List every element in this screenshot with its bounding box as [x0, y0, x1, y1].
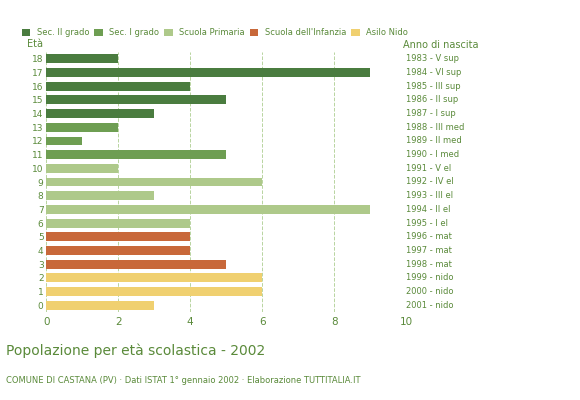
Text: 1984 - VI sup: 1984 - VI sup [406, 68, 461, 77]
Bar [46, 273, 262, 282]
Text: 1990 - I med: 1990 - I med [406, 150, 459, 159]
Bar [46, 260, 226, 268]
Text: COMUNE DI CASTANA (PV) · Dati ISTAT 1° gennaio 2002 · Elaborazione TUTTITALIA.IT: COMUNE DI CASTANA (PV) · Dati ISTAT 1° g… [6, 376, 360, 385]
Bar [46, 82, 190, 91]
Text: 1996 - mat: 1996 - mat [406, 232, 452, 241]
Text: Anno di nascita: Anno di nascita [403, 40, 478, 50]
Text: 1998 - mat: 1998 - mat [406, 260, 452, 269]
Bar [46, 191, 154, 200]
Text: Popolazione per età scolastica - 2002: Popolazione per età scolastica - 2002 [6, 344, 265, 358]
Bar [46, 246, 190, 255]
Text: 1985 - III sup: 1985 - III sup [406, 82, 461, 91]
Text: 1988 - III med: 1988 - III med [406, 123, 465, 132]
Bar [46, 232, 190, 241]
Bar [46, 123, 118, 132]
Text: 1992 - IV el: 1992 - IV el [406, 178, 454, 186]
Text: 2000 - nido: 2000 - nido [406, 287, 454, 296]
Text: Età: Età [27, 39, 43, 49]
Text: 1994 - II el: 1994 - II el [406, 205, 451, 214]
Text: 1993 - III el: 1993 - III el [406, 191, 453, 200]
Text: 1997 - mat: 1997 - mat [406, 246, 452, 255]
Bar [46, 301, 154, 310]
Bar [46, 205, 370, 214]
Text: 1995 - I el: 1995 - I el [406, 218, 448, 228]
Text: 2001 - nido: 2001 - nido [406, 301, 454, 310]
Text: 1989 - II med: 1989 - II med [406, 136, 462, 146]
Bar [46, 287, 262, 296]
Text: 1983 - V sup: 1983 - V sup [406, 54, 459, 63]
Bar [46, 136, 82, 145]
Bar [46, 164, 118, 173]
Bar [46, 219, 190, 228]
Bar [46, 54, 118, 63]
Bar [46, 96, 226, 104]
Bar [46, 109, 154, 118]
Text: 1991 - V el: 1991 - V el [406, 164, 451, 173]
Bar [46, 68, 370, 77]
Legend: Sec. II grado, Sec. I grado, Scuola Primaria, Scuola dell'Infanzia, Asilo Nido: Sec. II grado, Sec. I grado, Scuola Prim… [22, 28, 408, 38]
Text: 1999 - nido: 1999 - nido [406, 273, 454, 282]
Bar [46, 150, 226, 159]
Text: 1986 - II sup: 1986 - II sup [406, 95, 458, 104]
Text: 1987 - I sup: 1987 - I sup [406, 109, 456, 118]
Bar [46, 178, 262, 186]
